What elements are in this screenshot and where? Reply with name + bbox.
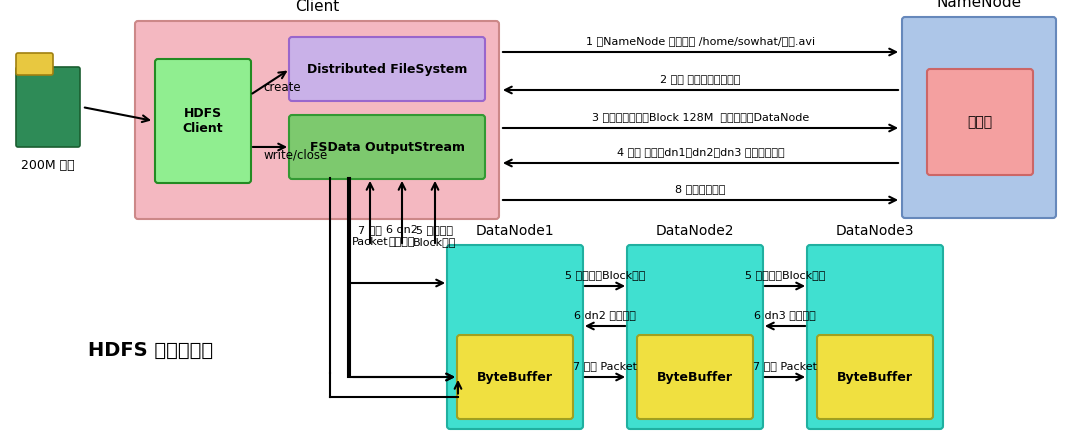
Text: DataNode2: DataNode2	[656, 224, 734, 238]
Text: 7 传输 Packet: 7 传输 Packet	[573, 361, 637, 371]
Text: 8 数据传输完毕: 8 数据传输完毕	[675, 184, 726, 194]
FancyBboxPatch shape	[902, 17, 1056, 218]
Text: HDFS
Client: HDFS Client	[183, 107, 224, 135]
Text: Distributed FileSystem: Distributed FileSystem	[307, 62, 468, 76]
FancyBboxPatch shape	[289, 37, 485, 101]
Text: ByteBuffer: ByteBuffer	[837, 371, 913, 384]
Text: DataNode3: DataNode3	[836, 224, 915, 238]
Text: HDFS 写数据流程: HDFS 写数据流程	[87, 341, 213, 359]
Text: create: create	[264, 81, 301, 94]
Text: 6 dn2
响应成功: 6 dn2 响应成功	[386, 225, 418, 247]
Text: ByteBuffer: ByteBuffer	[477, 371, 553, 384]
FancyBboxPatch shape	[816, 335, 933, 419]
Text: FSData OutputStream: FSData OutputStream	[310, 141, 464, 154]
FancyBboxPatch shape	[927, 69, 1032, 175]
FancyBboxPatch shape	[637, 335, 753, 419]
Text: DataNode1: DataNode1	[475, 224, 554, 238]
FancyBboxPatch shape	[289, 115, 485, 179]
FancyBboxPatch shape	[156, 59, 251, 183]
Text: 6 dn3 响应成功: 6 dn3 响应成功	[754, 310, 815, 320]
FancyBboxPatch shape	[457, 335, 573, 419]
Text: 5 请求建立Block通道: 5 请求建立Block通道	[745, 270, 825, 280]
Text: 7 传输
Packet: 7 传输 Packet	[352, 225, 389, 247]
Text: 3 请求上传第一个Block 128M  请返回指定DataNode: 3 请求上传第一个Block 128M 请返回指定DataNode	[592, 112, 809, 122]
Text: NameNode: NameNode	[936, 0, 1022, 10]
Text: 200M 文件: 200M 文件	[22, 159, 75, 172]
Text: 2 响应 是否可以上传文件: 2 响应 是否可以上传文件	[660, 74, 741, 84]
Text: 7 传输 Packet: 7 传输 Packet	[753, 361, 816, 371]
FancyBboxPatch shape	[135, 21, 499, 219]
FancyBboxPatch shape	[447, 245, 583, 429]
FancyBboxPatch shape	[16, 67, 80, 147]
Text: ByteBuffer: ByteBuffer	[657, 371, 733, 384]
Text: write/close: write/close	[264, 148, 327, 161]
Text: 元数据: 元数据	[968, 115, 993, 129]
Text: 5 请求建立Block通道: 5 请求建立Block通道	[565, 270, 645, 280]
FancyBboxPatch shape	[16, 53, 53, 75]
FancyBboxPatch shape	[807, 245, 943, 429]
FancyBboxPatch shape	[627, 245, 762, 429]
Text: 6 dn2 响应成功: 6 dn2 响应成功	[575, 310, 636, 320]
Text: 1 向NameNode 请求上传 /home/sowhat/火影.avi: 1 向NameNode 请求上传 /home/sowhat/火影.avi	[586, 36, 815, 46]
Text: 4 返回 请采用dn1、dn2、dn3 节点存储数据: 4 返回 请采用dn1、dn2、dn3 节点存储数据	[617, 147, 784, 157]
Text: Client: Client	[295, 0, 339, 14]
Text: 5 请求建立
Block通道: 5 请求建立 Block通道	[414, 225, 457, 247]
